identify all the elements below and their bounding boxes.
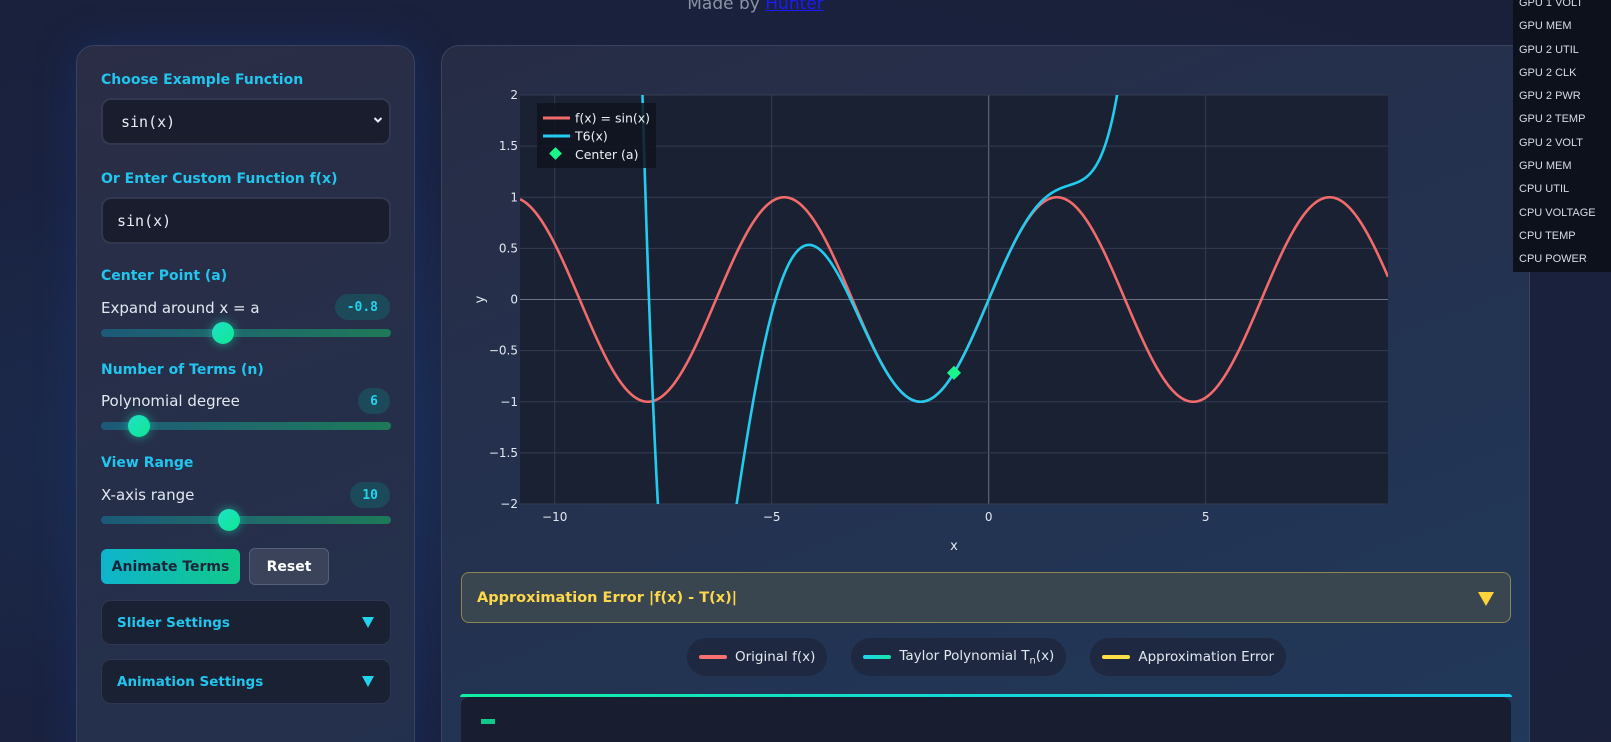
svg-text:0: 0 [510,293,518,307]
hw-monitor-item: CPU POWER [1519,253,1587,266]
legend-chip-error: Approximation Error [1090,638,1287,676]
made-by-prefix: Made by [687,0,766,14]
animate-terms-button[interactable]: Animate Terms [101,549,240,584]
svg-text:−10: −10 [542,510,567,524]
view-range-value-badge: 10 [350,482,390,508]
center-point-value-badge: -0.8 [334,294,390,320]
num-terms-slider-thumb[interactable] [127,415,150,437]
line-swatch-icon [698,655,727,659]
hw-monitor-item: GPU 2 PWR [1519,90,1581,103]
hw-monitor-item: GPU 2 TEMP [1519,113,1586,126]
line-swatch-icon [1102,655,1131,659]
svg-text:2: 2 [510,88,518,102]
y-axis-label: y [473,295,488,303]
legend-center-label: Center (a) [575,147,638,162]
legend-taylor-label: T6(x) [574,129,608,144]
custom-function-input[interactable]: sin(x) [101,197,391,244]
reset-button[interactable]: Reset [249,548,329,585]
hw-monitor-item: GPU 2 CLK [1519,66,1577,79]
triangle-down-icon [362,676,374,687]
legend-f-label: f(x) = sin(x) [575,111,650,126]
made-by-credit: Made by Hunter [0,0,1511,14]
info-card [460,694,1512,742]
num-terms-row-label: Polynomial degree [101,392,240,410]
svg-text:0: 0 [985,510,993,524]
svg-text:0.5: 0.5 [499,241,518,255]
hw-monitor-item: CPU TEMP [1519,229,1576,242]
svg-text:5: 5 [1202,510,1210,524]
svg-text:−1.5: −1.5 [489,446,518,460]
hw-monitor-item: GPU 2 VOLT [1519,136,1583,149]
center-point-slider-thumb[interactable] [211,322,234,344]
custom-function-label: Or Enter Custom Function f(x) [101,171,338,187]
taylor-plot[interactable]: −10 −5 0 5 2 1.5 1 0.5 0 −0.5 −1 −1.5 −2 x y f(x) = … [442,46,1531,566]
chevron-down-icon [373,117,383,123]
svg-text:1: 1 [510,190,518,204]
svg-text:−0.5: −0.5 [489,344,518,358]
example-function-value: sin(x) [121,112,176,131]
main-panel: −10 −5 0 5 2 1.5 1 0.5 0 −0.5 −1 −1.5 −2 x y f(x) = … [441,45,1530,742]
legend-chip-label: Original f(x) [734,649,816,665]
num-terms-value-badge: 6 [358,388,390,414]
legend-chip-label: Taylor Polynomial Tn(x) [899,647,1055,667]
legend-chip-label: Approximation Error [1138,649,1275,665]
view-range-row-label: X-axis range [101,486,195,504]
center-point-slider[interactable] [101,322,391,344]
center-point-marker[interactable] [946,365,962,380]
hw-monitor-item: CPU UTIL [1519,183,1570,196]
approximation-error-label: Approximation Error |f(x) - T(x)| [477,589,738,606]
line-swatch-icon [863,655,892,659]
view-range-label: View Range [101,455,194,471]
axis-ticks: −10 −5 0 5 2 1.5 1 0.5 0 −0.5 −1 −1.5 −2 [489,88,1210,524]
num-terms-slider[interactable] [101,415,391,437]
svg-text:−2: −2 [500,497,518,511]
example-function-select[interactable]: sin(x) [101,98,391,145]
controls-panel: Choose Example Function sin(x) Or Enter … [76,45,415,742]
svg-text:1.5: 1.5 [499,139,518,153]
custom-function-value: sin(x) [117,211,172,230]
center-point-row-label: Expand around x = a [101,299,260,317]
legend-chip-taylor: Taylor Polynomial Tn(x) [851,638,1067,676]
plot-legend: f(x) = sin(x) T6(x) Center (a) [537,103,656,168]
hardware-monitor-overlay: GPU 1 VOLT GPU MEM GPU 2 UTIL GPU 2 CLK GPU … [1513,0,1611,272]
hw-monitor-item: GPU 2 UTIL [1519,43,1579,56]
svg-text:−1: −1 [500,395,518,409]
slider-settings-label: Slider Settings [117,614,230,631]
hw-monitor-item: CPU VOLTAGE [1519,206,1596,219]
triangle-down-icon [362,617,374,628]
slider-settings-accordion[interactable]: Slider Settings [101,600,391,645]
triangle-down-icon [1478,592,1494,606]
approximation-error-toggle[interactable]: Approximation Error |f(x) - T(x)| [461,572,1511,623]
center-point-label: Center Point (a) [101,268,228,284]
legend-chip-original: Original f(x) [686,638,828,676]
num-terms-label: Number of Terms (n) [101,362,264,378]
example-function-label: Choose Example Function [101,72,304,88]
series-legend: Original f(x) Taylor Polynomial Tn(x) Ap… [442,638,1531,676]
animation-settings-label: Animation Settings [117,673,264,690]
animation-settings-accordion[interactable]: Animation Settings [101,659,391,704]
hw-monitor-item: GPU MEM [1519,160,1572,173]
hw-monitor-item: GPU MEM [1519,20,1572,33]
view-range-slider[interactable] [101,509,391,531]
author-link[interactable]: Hunter [765,0,824,14]
view-range-slider-thumb[interactable] [217,509,240,531]
svg-text:−5: −5 [763,510,781,524]
x-axis-label: x [950,539,958,554]
info-card-icon [481,719,495,724]
hw-monitor-item: GPU 1 VOLT [1519,0,1583,9]
